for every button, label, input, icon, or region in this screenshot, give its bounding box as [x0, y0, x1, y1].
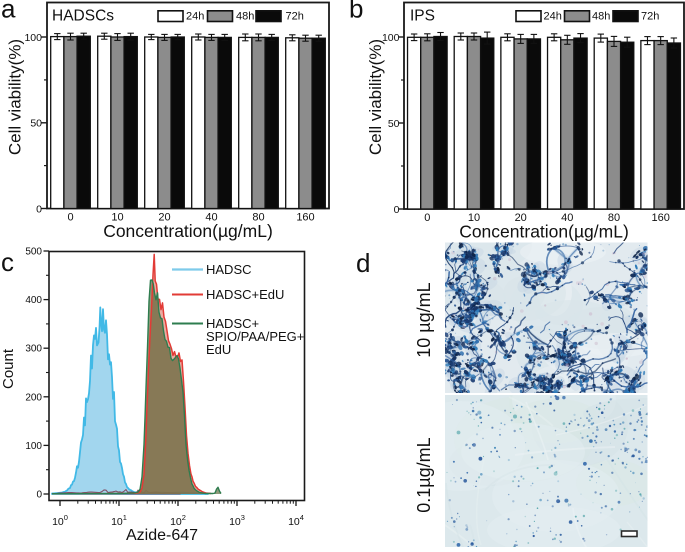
svg-text:160: 160	[296, 212, 314, 224]
svg-text:48h: 48h	[592, 10, 610, 22]
svg-text:b: b	[349, 0, 363, 24]
svg-text:Azide-647: Azide-647	[126, 527, 198, 544]
svg-text:100: 100	[24, 32, 42, 44]
svg-text:0.1µg/mL: 0.1µg/mL	[414, 437, 434, 512]
svg-text:Cell viability(%): Cell viability(%)	[6, 39, 25, 155]
svg-text:500: 500	[25, 247, 42, 258]
svg-text:102: 102	[170, 513, 186, 528]
svg-text:50: 50	[30, 118, 42, 130]
svg-text:104: 104	[288, 513, 304, 528]
svg-text:400: 400	[25, 295, 42, 306]
svg-text:SPIO/PAA/PEG+: SPIO/PAA/PEG+	[206, 329, 304, 344]
svg-text:48h: 48h	[236, 10, 254, 22]
svg-text:HADSC+: HADSC+	[206, 316, 259, 331]
svg-text:72h: 72h	[286, 10, 304, 22]
svg-text:EdU: EdU	[206, 342, 231, 357]
svg-text:300: 300	[25, 344, 42, 355]
svg-text:Concentration(µg/mL): Concentration(µg/mL)	[459, 222, 629, 242]
svg-text:0: 0	[424, 212, 430, 224]
svg-text:10: 10	[468, 212, 480, 224]
svg-text:200: 200	[25, 392, 42, 403]
svg-text:Concentration(µg/mL): Concentration(µg/mL)	[103, 221, 273, 241]
svg-text:10 µg/mL: 10 µg/mL	[414, 282, 434, 357]
svg-text:0: 0	[36, 490, 42, 501]
svg-text:24h: 24h	[544, 10, 562, 22]
svg-text:24h: 24h	[186, 10, 204, 22]
svg-text:100: 100	[382, 32, 400, 44]
svg-text:HADSC: HADSC	[206, 262, 252, 277]
svg-text:HADSCs: HADSCs	[52, 7, 114, 24]
svg-text:160: 160	[652, 212, 670, 224]
svg-text:50: 50	[388, 118, 400, 130]
svg-text:100: 100	[52, 513, 68, 528]
svg-text:100: 100	[25, 441, 42, 452]
svg-text:20: 20	[158, 212, 170, 224]
svg-text:80: 80	[608, 212, 620, 224]
svg-text:20: 20	[515, 212, 527, 224]
svg-text:Count: Count	[0, 348, 17, 389]
svg-text:80: 80	[252, 212, 264, 224]
svg-text:c: c	[1, 247, 14, 277]
svg-text:0: 0	[394, 204, 400, 216]
svg-text:40: 40	[561, 212, 573, 224]
svg-text:10: 10	[111, 212, 123, 224]
svg-text:101: 101	[111, 513, 127, 528]
svg-text:0: 0	[36, 203, 42, 215]
svg-text:0: 0	[67, 212, 73, 224]
svg-text:40: 40	[205, 212, 217, 224]
svg-text:103: 103	[229, 513, 245, 528]
svg-text:HADSC+EdU: HADSC+EdU	[206, 287, 284, 302]
svg-text:a: a	[1, 0, 16, 23]
svg-text:72h: 72h	[641, 10, 659, 22]
svg-text:d: d	[356, 248, 370, 278]
svg-text:Cell viability(%): Cell viability(%)	[366, 39, 385, 155]
svg-text:IPS: IPS	[410, 7, 435, 24]
